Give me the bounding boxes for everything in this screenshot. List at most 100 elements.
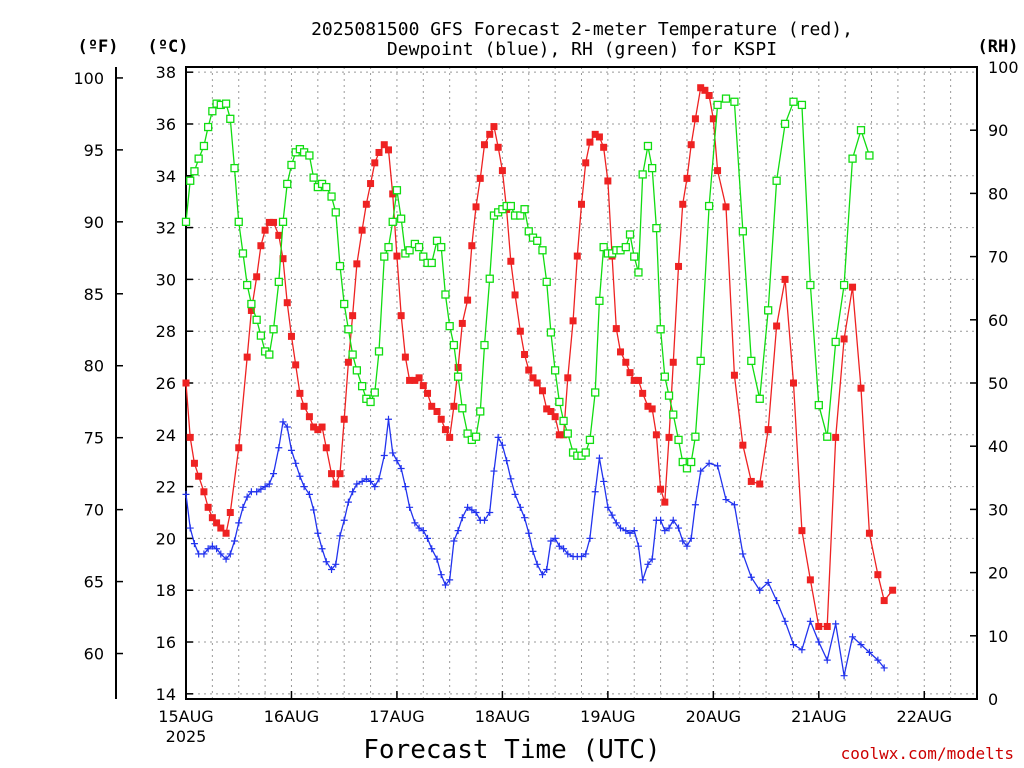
rh-point — [730, 97, 739, 106]
dewpoint-point — [630, 527, 638, 535]
temperature-point — [222, 529, 230, 537]
dewpoint-point — [595, 454, 603, 462]
fahrenheit-tick-label: 65 — [84, 573, 104, 592]
temperature-point — [529, 374, 537, 382]
fahrenheit-axis-label: (ºF) — [78, 37, 119, 57]
temperature-point — [521, 351, 529, 359]
rh-point — [344, 325, 353, 334]
dewpoint-point — [458, 514, 466, 522]
rh-point — [203, 122, 213, 132]
temperature-point — [419, 382, 427, 390]
rh-point — [194, 154, 203, 163]
temperature-point — [622, 358, 630, 366]
dewpoint-point — [182, 490, 190, 498]
dewpoint-point — [525, 529, 533, 537]
x-tick-year-label: 2025 — [166, 727, 207, 746]
rh-point — [230, 163, 239, 173]
dewpoint-point — [490, 467, 498, 475]
chart-title-line-2: Dewpoint (blue), RH (green) for KSPI — [387, 39, 777, 60]
dewpoint-point — [292, 459, 300, 467]
series-dewpoint_c — [182, 415, 888, 680]
temperature-point — [547, 407, 555, 415]
fahrenheit-tick-label: 95 — [84, 141, 104, 160]
dewpoint-point — [823, 656, 831, 664]
temperature-point — [195, 472, 203, 480]
dewpoint-point — [547, 537, 555, 545]
dewpoint-point — [815, 638, 823, 646]
dewpoint-point — [683, 542, 691, 550]
dewpoint-point — [310, 506, 318, 514]
temperature-point — [446, 433, 454, 441]
dewpoint-point — [612, 519, 620, 527]
rh-point — [335, 261, 345, 271]
temperature-point — [634, 376, 642, 384]
temperature-point — [437, 415, 445, 423]
dewpoint-point — [261, 483, 269, 491]
rh-point — [226, 114, 235, 123]
dewpoint-point — [401, 483, 409, 491]
dewpoint-point — [669, 516, 677, 524]
dewpoint-point — [314, 529, 322, 537]
rh-point — [555, 397, 564, 407]
rh-point — [630, 252, 639, 261]
temperature-point — [709, 115, 717, 123]
temperature-point — [454, 363, 462, 371]
dewpoint-point — [551, 534, 559, 542]
temperature-point — [389, 190, 397, 198]
dewpoint-point — [265, 480, 273, 488]
rh-point — [848, 154, 857, 163]
temperature-point — [626, 369, 634, 377]
rh-point — [704, 201, 714, 211]
temperature-point — [582, 159, 590, 167]
rh-point — [581, 448, 590, 457]
rh-point — [660, 372, 669, 381]
rh-point — [366, 397, 375, 407]
data-series — [181, 84, 897, 680]
dewpoint-point — [279, 418, 287, 426]
rh-point — [234, 217, 243, 226]
temperature-point — [186, 433, 194, 441]
rh-point — [563, 429, 572, 438]
dewpoint-point — [832, 620, 840, 628]
temperature-point — [612, 325, 620, 333]
dewpoint-point — [208, 542, 216, 550]
chart-title-line-1: 2025081500 GFS Forecast 2-meter Temperat… — [311, 19, 853, 40]
dewpoint-point — [367, 477, 375, 485]
temperature-point — [665, 433, 673, 441]
dewpoint-point — [186, 524, 194, 532]
dewpoint-point — [393, 457, 401, 465]
temperature-point — [652, 431, 660, 439]
dewpoint-point — [375, 475, 383, 483]
dewpoint-point — [275, 444, 283, 452]
dewpoint-point — [349, 488, 357, 496]
temperature-point — [384, 146, 392, 154]
temperature-point — [217, 524, 225, 532]
rh-point — [453, 372, 463, 381]
temperature-point — [538, 387, 546, 395]
temperature-point — [789, 379, 797, 387]
dewpoint-point — [849, 633, 857, 641]
dewpoint-point — [336, 532, 344, 540]
dewpoint-point — [217, 550, 225, 558]
rh-point — [449, 340, 459, 350]
rh-point — [591, 388, 600, 397]
rh-point — [682, 464, 692, 473]
temperature-point — [300, 402, 308, 410]
rh-tick-label: 50 — [988, 374, 1008, 393]
dewpoint-point — [235, 519, 243, 527]
temperature-point — [849, 283, 857, 291]
temperature-point — [380, 141, 388, 149]
temperature-point — [287, 332, 295, 340]
rh-point — [471, 432, 481, 441]
dewpoint-point — [380, 452, 388, 460]
rh-point — [485, 274, 494, 283]
dewpoint-point — [521, 514, 529, 522]
temperature-point — [573, 252, 581, 260]
dewpoint-point — [747, 573, 755, 581]
dewpoint-point — [424, 534, 432, 542]
temperature-point — [367, 180, 375, 188]
temperature-point — [344, 358, 352, 366]
temperature-point — [393, 252, 401, 260]
temperature-point — [433, 407, 441, 415]
dewpoint-point — [675, 524, 683, 532]
